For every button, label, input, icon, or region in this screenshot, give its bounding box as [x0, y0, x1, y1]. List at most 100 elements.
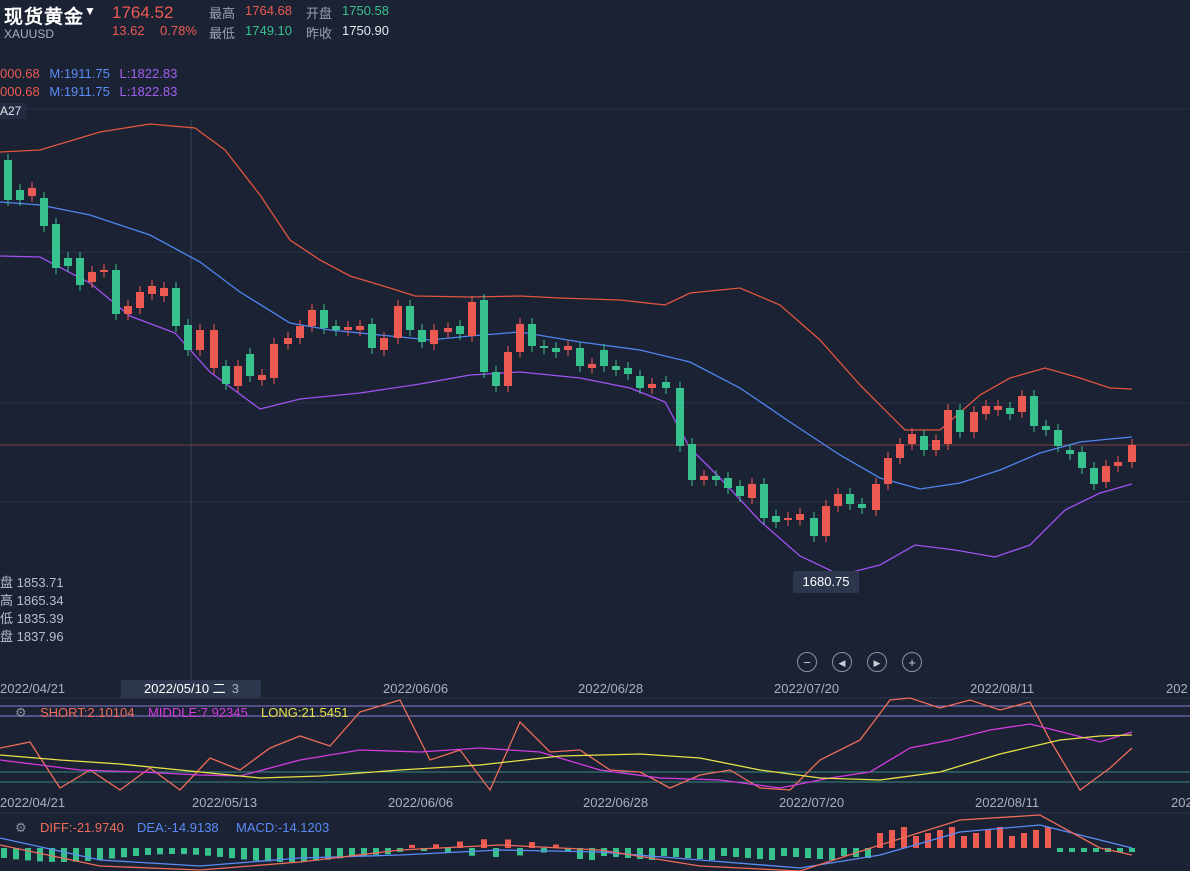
x-date-label: 2022/06/06: [383, 681, 448, 696]
macd-bar: [481, 839, 487, 848]
cursor-high: 高 1865.34: [0, 590, 64, 609]
macd-bar: [409, 845, 415, 848]
macd-label: MACD:-14.1203: [236, 820, 329, 835]
candle-body: [858, 504, 866, 508]
prev-close-label: 昨收: [306, 23, 332, 42]
candle-body: [28, 188, 36, 196]
candle-body: [468, 302, 476, 336]
candle-body: [1078, 452, 1086, 468]
gear-icon[interactable]: ⚙: [15, 705, 27, 721]
macd-bar: [157, 848, 163, 854]
candle-body: [258, 375, 266, 380]
zoom-out-button[interactable]: −: [797, 652, 817, 672]
boll-middle-value-2: M:1911.75: [49, 84, 109, 99]
candle-body: [196, 330, 204, 350]
candle-body: [908, 434, 916, 444]
macd-bar: [1057, 848, 1063, 852]
instrument-dropdown-icon[interactable]: ▼: [84, 4, 96, 18]
macd-bar: [37, 848, 43, 861]
macd-bar: [697, 848, 703, 859]
scroll-left-button[interactable]: ◀: [832, 652, 852, 672]
instrument-title[interactable]: 现货黄金: [4, 2, 84, 29]
candle-body: [724, 478, 732, 488]
candle-body: [148, 286, 156, 294]
macd-bar: [661, 848, 667, 856]
macd-bar: [13, 848, 19, 859]
scroll-right-button[interactable]: ▶: [867, 652, 887, 672]
candle-body: [760, 484, 768, 518]
candle-body: [40, 198, 48, 226]
macd-bar: [673, 848, 679, 857]
macd-bar: [169, 848, 175, 854]
boll-lower-value-2: L:1822.83: [119, 84, 177, 99]
macd-bar: [733, 848, 739, 857]
candle-body: [516, 324, 524, 352]
candle-body: [88, 272, 96, 282]
candle-body: [492, 372, 500, 386]
macd-bar: [133, 848, 139, 856]
x-date-label: 202: [1166, 681, 1188, 696]
candle-body: [1114, 462, 1122, 466]
macd-bar: [265, 848, 271, 861]
cursor-date: 2022/05/10 二3: [121, 680, 261, 698]
zoom-in-button[interactable]: +: [902, 652, 922, 672]
x-date-label: 2022/04/21: [0, 795, 65, 810]
candle-body: [552, 348, 560, 352]
x-date-label: 2022/08/11: [975, 795, 1039, 810]
price-change-pct: 0.78%: [160, 23, 197, 38]
x-date-label: 2022/07/20: [779, 795, 844, 810]
macd-bar: [817, 848, 823, 859]
high-value: 1764.68: [245, 3, 292, 18]
candle-body: [970, 412, 978, 432]
macd-bar: [913, 836, 919, 848]
candle-body: [956, 410, 964, 432]
candle-body: [1066, 450, 1074, 454]
candle-body: [210, 330, 218, 368]
candle-body: [1042, 426, 1050, 430]
candle-body: [600, 350, 608, 366]
candle-body: [234, 366, 242, 386]
macd-bar: [1033, 830, 1039, 848]
macd-bar: [997, 827, 1003, 848]
candle-body: [320, 310, 328, 328]
x-date-label: 2022/08/11: [970, 681, 1034, 696]
boll-middle-band: [0, 202, 1132, 489]
candle-body: [100, 270, 108, 272]
macd-bar: [721, 848, 727, 856]
candle-body: [380, 338, 388, 350]
boll-lower-value: L:1822.83: [119, 66, 177, 81]
candle-body: [222, 366, 230, 384]
candle-body: [540, 346, 548, 348]
candle-body: [1054, 430, 1062, 446]
candle-body: [528, 324, 536, 346]
macd-bar: [97, 848, 103, 860]
candle-body: [588, 364, 596, 368]
candle-body: [124, 306, 132, 314]
macd-bar: [253, 848, 259, 861]
gear-icon[interactable]: ⚙: [15, 820, 27, 836]
candle-body: [394, 306, 402, 338]
macd-bar: [145, 848, 151, 855]
x-date-label: 2022/04/21: [0, 681, 65, 696]
macd-bar: [433, 844, 439, 848]
candle-body: [112, 270, 120, 314]
prev-close-value: 1750.90: [342, 23, 389, 38]
candle-body: [444, 328, 452, 332]
macd-bar: [85, 848, 91, 861]
macd-bar: [517, 848, 523, 855]
price-change: 13.62: [112, 23, 145, 38]
candle-body: [872, 484, 880, 510]
macd-bar: [241, 848, 247, 859]
candle-body: [612, 366, 620, 370]
macd-bar: [493, 848, 499, 857]
macd-bar: [829, 848, 835, 860]
candle-body: [344, 327, 352, 330]
macd-bar: [949, 827, 955, 848]
macd-bar: [109, 848, 115, 859]
candle-body: [688, 444, 696, 480]
candle-body: [662, 382, 670, 388]
open-label: 开盘: [306, 3, 332, 22]
candle-body: [1102, 466, 1110, 482]
candle-body: [822, 506, 830, 536]
